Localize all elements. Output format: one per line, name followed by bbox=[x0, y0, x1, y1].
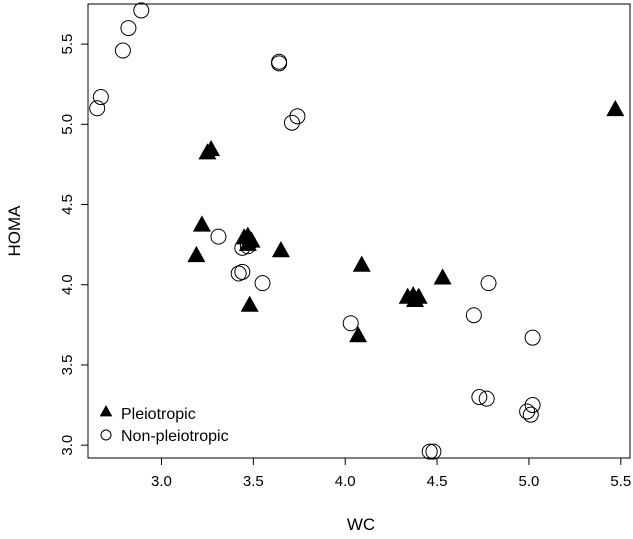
x-axis-title: WC bbox=[347, 515, 375, 534]
pleiotropic-point bbox=[606, 99, 625, 117]
non-pleiotropic-point bbox=[230, 265, 247, 282]
pleiotropic-point bbox=[187, 245, 206, 263]
non-pleiotropic-point bbox=[239, 238, 256, 255]
pleiotropic-point bbox=[349, 326, 368, 343]
legend-marker-non-pleiotropic bbox=[100, 429, 112, 441]
legend-label-non-pleiotropic: Non-pleiotropic bbox=[121, 428, 229, 445]
pleiotropic-point bbox=[352, 255, 371, 272]
non-pleiotropic-point bbox=[271, 53, 288, 70]
y-tick-label: 3.0 bbox=[59, 435, 76, 456]
legend-label-pleiotropic: Pleiotropic bbox=[121, 406, 196, 423]
non-pleiotropic-point bbox=[471, 389, 488, 406]
non-pleiotropic-point bbox=[478, 390, 495, 407]
y-tick-label: 5.5 bbox=[59, 34, 76, 55]
non-pleiotropic-point bbox=[342, 315, 359, 332]
non-pleiotropic-point bbox=[524, 397, 541, 414]
non-pleiotropic-point bbox=[234, 263, 251, 280]
non-pleiotropic-point bbox=[425, 443, 442, 460]
x-tick-label: 3.5 bbox=[243, 473, 264, 490]
x-tick-label: 5.5 bbox=[610, 473, 631, 490]
non-pleiotropic-point bbox=[120, 20, 137, 37]
non-pleiotropic-point bbox=[254, 275, 271, 292]
data-points bbox=[89, 2, 625, 460]
x-axis: 3.0 3.5 4.0 4.5 5.0 5.5 bbox=[151, 458, 631, 490]
y-tick-label: 4.5 bbox=[59, 194, 76, 215]
x-tick-label: 4.5 bbox=[427, 473, 448, 490]
non-pleiotropic-point bbox=[271, 55, 288, 72]
non-pleiotropic-point bbox=[522, 406, 539, 423]
pleiotropic-point bbox=[192, 215, 211, 232]
non-pleiotropic-point bbox=[92, 89, 109, 106]
non-pleiotropic-point bbox=[480, 275, 497, 292]
y-axis: 3.0 3.5 4.0 4.5 5.0 5.5 bbox=[59, 34, 88, 456]
pleiotropic-point bbox=[271, 241, 290, 258]
pleiotropic-point bbox=[240, 295, 259, 312]
pleiotropic-point bbox=[202, 139, 221, 157]
non-pleiotropic-point bbox=[89, 100, 106, 117]
non-pleiotropic-point bbox=[133, 2, 150, 19]
x-tick-label: 3.0 bbox=[151, 473, 172, 490]
y-axis-title: HOMA bbox=[5, 205, 24, 257]
non-pleiotropic-point bbox=[421, 443, 438, 460]
legend-marker-pleiotropic bbox=[99, 405, 113, 417]
plot-frame bbox=[87, 3, 631, 459]
pleiotropic-point bbox=[433, 268, 452, 285]
non-pleiotropic-point bbox=[524, 329, 541, 346]
non-pleiotropic-point bbox=[289, 108, 306, 125]
legend: Pleiotropic Non-pleiotropic bbox=[99, 405, 229, 445]
non-pleiotropic-point bbox=[114, 42, 131, 59]
pleiotropic-point bbox=[409, 287, 428, 304]
non-pleiotropic-point bbox=[465, 307, 482, 324]
x-tick-label: 5.0 bbox=[519, 473, 540, 490]
non-pleiotropic-point bbox=[210, 228, 227, 245]
y-tick-label: 5.0 bbox=[59, 114, 76, 135]
non-pleiotropic-point bbox=[519, 403, 536, 420]
non-pleiotropic-point bbox=[283, 114, 300, 131]
y-tick-label: 4.0 bbox=[59, 274, 76, 295]
y-tick-label: 3.5 bbox=[59, 355, 76, 376]
non-pleiotropic-point bbox=[234, 239, 251, 256]
x-tick-label: 4.0 bbox=[335, 473, 356, 490]
